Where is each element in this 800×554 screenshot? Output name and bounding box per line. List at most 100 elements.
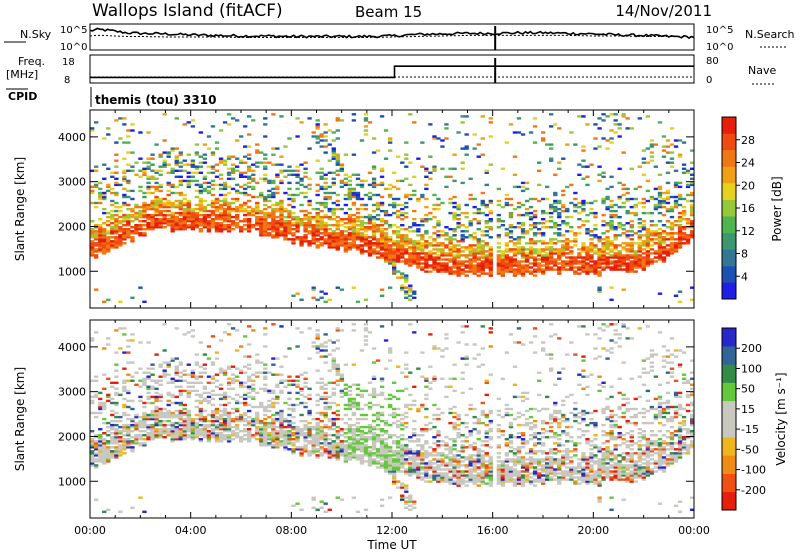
- power-cell: [106, 232, 111, 235]
- power-cell: [528, 197, 534, 201]
- velocity-cell: [347, 452, 353, 455]
- power-cell: [629, 250, 634, 253]
- power-cell: [371, 181, 377, 185]
- power-cell: [444, 264, 449, 267]
- power-cell: [379, 181, 385, 185]
- power-cell: [685, 199, 691, 203]
- velocity-cell: [295, 448, 300, 451]
- velocity-cell: [371, 347, 377, 350]
- power-cell: [669, 207, 675, 211]
- power-cell: [645, 262, 651, 265]
- power-cell: [452, 260, 457, 263]
- power-cell: [621, 187, 626, 191]
- power-cell: [106, 167, 111, 170]
- power-cell: [528, 250, 534, 253]
- power-cell: [452, 238, 457, 241]
- velocity-cell: [371, 419, 377, 423]
- power-colorbar-label-tick: 8: [741, 248, 748, 261]
- velocity-cell: [178, 391, 183, 395]
- power-cell: [508, 264, 514, 267]
- velocity-cell: [311, 442, 316, 445]
- velocity-cell: [375, 452, 381, 455]
- velocity-cell: [355, 444, 361, 447]
- velocity-cell: [319, 448, 324, 451]
- power-cell: [633, 205, 638, 209]
- velocity-cell: [126, 345, 131, 348]
- power-cell: [597, 127, 602, 130]
- velocity-cell: [247, 432, 252, 435]
- velocity-cell: [218, 369, 224, 372]
- power-cell: [424, 213, 429, 217]
- power-cell: [392, 242, 397, 245]
- velocity-cell: [226, 401, 232, 405]
- power-cell: [625, 222, 630, 225]
- power-cell: [464, 256, 469, 259]
- power-cell: [90, 244, 95, 247]
- power-cell: [271, 222, 276, 225]
- power-cell: [158, 173, 163, 176]
- velocity-cell: [299, 419, 304, 423]
- power-cell: [239, 230, 244, 233]
- power-cell: [504, 234, 510, 237]
- power-cell: [553, 222, 558, 225]
- power-cell: [279, 115, 284, 118]
- power-cell: [613, 266, 618, 269]
- power-cell: [500, 224, 506, 227]
- power-cell: [428, 258, 433, 261]
- power-cell: [404, 240, 409, 243]
- power-cell: [553, 123, 558, 126]
- power-cell: [166, 193, 171, 197]
- power-cell: [677, 153, 683, 156]
- power-cell: [577, 163, 582, 166]
- velocity-cell: [202, 425, 208, 429]
- velocity-cell: [271, 401, 276, 405]
- power-cell: [190, 161, 196, 164]
- power-cell: [633, 256, 638, 259]
- power-cell: [359, 197, 365, 201]
- power-cell: [375, 149, 381, 152]
- power-cell: [593, 266, 598, 269]
- power-cell: [259, 230, 264, 233]
- power-cell: [400, 252, 405, 255]
- power-cell: [259, 191, 264, 195]
- power-cell: [404, 211, 409, 215]
- power-cell: [379, 169, 385, 172]
- power-cell: [158, 211, 163, 215]
- power-cell: [178, 220, 183, 223]
- power-cell: [432, 262, 437, 265]
- power-cell: [601, 248, 606, 251]
- velocity-cell: [243, 381, 248, 384]
- power-cell: [263, 167, 268, 170]
- power-cell: [162, 163, 167, 166]
- velocity-cell: [263, 436, 268, 439]
- velocity-cell: [98, 428, 103, 431]
- velocity-cell: [299, 387, 304, 390]
- power-cell: [170, 224, 175, 227]
- velocity-cell: [190, 425, 196, 429]
- power-cell: [601, 201, 606, 205]
- power-cell: [114, 236, 119, 239]
- velocity-cell: [90, 450, 95, 453]
- power-cell: [408, 298, 413, 301]
- velocity-cell: [162, 413, 167, 417]
- velocity-cell: [230, 432, 236, 435]
- power-cell: [106, 242, 111, 245]
- power-cell: [512, 131, 518, 134]
- power-cell: [448, 260, 453, 263]
- power-cell: [681, 226, 687, 229]
- power-cell: [343, 197, 349, 201]
- power-cell: [247, 115, 252, 118]
- power-cell: [146, 161, 151, 164]
- power-cell: [553, 193, 558, 197]
- power-cell: [496, 250, 502, 253]
- velocity-cell: [367, 407, 373, 411]
- power-cell: [621, 242, 626, 245]
- velocity-cell: [343, 363, 349, 366]
- velocity-cell: [166, 399, 171, 403]
- power-cell: [496, 236, 502, 239]
- velocity-cell: [359, 442, 365, 445]
- power-cell: [520, 250, 526, 253]
- power-cell: [371, 232, 377, 235]
- velocity-cell: [194, 361, 200, 364]
- power-cell: [259, 177, 264, 180]
